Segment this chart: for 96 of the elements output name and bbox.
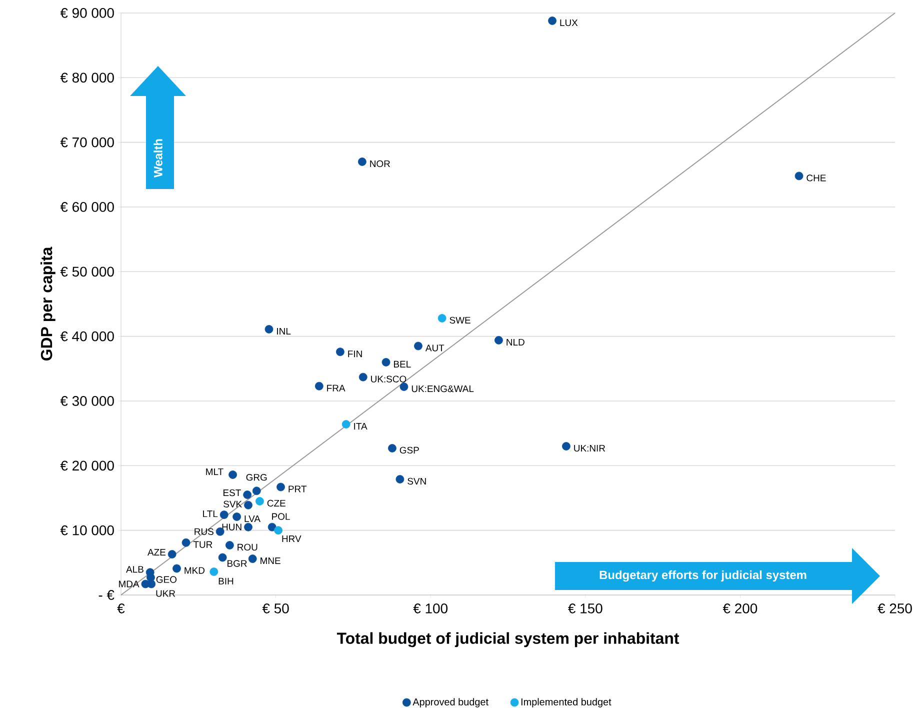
point — [414, 342, 422, 350]
point — [228, 470, 237, 479]
point — [264, 325, 274, 334]
point — [225, 540, 234, 550]
annotation: CZE — [267, 500, 286, 507]
annotation: ALB — [126, 566, 144, 573]
point — [382, 358, 390, 366]
annotation: BGR — [228, 560, 247, 567]
annotation: HUN — [222, 524, 242, 530]
point — [232, 512, 241, 521]
annotation: NLD — [506, 338, 524, 346]
point — [168, 550, 176, 558]
point — [438, 314, 446, 322]
annotation: GSP — [400, 446, 419, 454]
annotation: PRT — [288, 486, 306, 492]
y-tick-label: € 60 000 — [60, 202, 114, 212]
point — [794, 172, 804, 180]
legend-label: Implemented budget — [521, 698, 612, 708]
point — [256, 497, 264, 506]
point — [388, 444, 396, 452]
annotation: SWE — [450, 316, 470, 324]
annotation: ROU — [238, 544, 258, 551]
point — [400, 382, 408, 391]
point — [336, 348, 344, 356]
annotation: FIN — [348, 350, 362, 358]
annotation: MKD — [184, 567, 205, 574]
point — [147, 580, 156, 588]
annotation: NOR — [370, 160, 390, 168]
y-tick-label: € 20 000 — [60, 460, 114, 471]
annotation: UK:SCO — [371, 376, 406, 382]
y-tick-label: € 30 000 — [60, 396, 114, 406]
point — [358, 158, 366, 166]
annotation: LUX — [560, 19, 578, 26]
x-tick-label: € 200 — [722, 603, 758, 614]
x-tick-label: € 250 — [878, 603, 912, 614]
annotation: MDA — [119, 580, 140, 588]
annotation: FRA — [327, 384, 346, 392]
y-tick-label: € 80 000 — [60, 72, 114, 83]
annotation: BIH — [218, 578, 234, 584]
point — [172, 564, 181, 573]
annotation: UKR — [156, 590, 176, 597]
annotation: POL — [272, 513, 290, 520]
point — [182, 538, 190, 547]
annotation: AZE — [148, 548, 166, 556]
point — [210, 568, 218, 576]
point — [244, 522, 252, 532]
point — [244, 500, 252, 510]
y-tick-label: € 90 000 — [60, 8, 114, 18]
y-tick-label: - € — [98, 590, 114, 600]
annotation: UK:ENG&WAL — [412, 385, 474, 392]
x-tick-label: € — [117, 603, 125, 614]
point — [248, 554, 257, 563]
annotation: MNE — [260, 558, 280, 564]
annotation: LTL — [203, 510, 218, 518]
point — [396, 475, 404, 484]
point — [562, 442, 570, 450]
point — [548, 16, 556, 25]
annotation: HRV — [282, 536, 302, 542]
x-tick-label: € 150 — [568, 603, 602, 614]
annotation: ITA — [354, 423, 368, 430]
annotation: SVN — [408, 478, 426, 485]
point — [276, 482, 285, 492]
annotation: Budgetary efforts for judicial system — [600, 570, 806, 582]
annotation: INL — [277, 328, 291, 334]
point — [494, 336, 503, 344]
point — [314, 382, 324, 390]
annotation: EST — [224, 489, 241, 496]
annotation: SVK — [224, 500, 242, 508]
annotation: BEL — [394, 360, 411, 368]
point — [218, 553, 227, 562]
x-tick-label: € 50 — [262, 603, 289, 614]
annotation: Wealth — [154, 139, 162, 178]
point — [243, 490, 252, 499]
y-tick-label: € 40 000 — [60, 331, 114, 342]
y-tick-label: € 50 000 — [60, 266, 114, 277]
point — [274, 526, 282, 535]
annotation: TUR — [193, 541, 212, 548]
point — [220, 510, 228, 519]
point — [252, 486, 261, 496]
y-tick-label: € 70 000 — [60, 137, 114, 148]
annotation: AUT — [425, 344, 444, 352]
point — [268, 522, 276, 532]
annotation: RUS — [194, 528, 214, 535]
point — [358, 372, 368, 382]
annotation: MLT — [206, 468, 224, 475]
y-axis-title: GDP per capita — [40, 246, 56, 360]
annotation: LVA — [244, 515, 260, 522]
y-tick-label: € 10 000 — [60, 525, 114, 536]
legend-label: Approved budget — [412, 698, 488, 708]
x-axis-title: Total budget of judicial system per inhabitant — [336, 632, 680, 648]
point — [342, 420, 350, 428]
x-tick-label: € 100 — [413, 603, 448, 614]
annotation: UK:NIR — [574, 444, 606, 452]
annotation: GRG — [246, 474, 267, 481]
annotation: CHE — [806, 174, 826, 182]
annotation: GEO — [156, 576, 177, 583]
